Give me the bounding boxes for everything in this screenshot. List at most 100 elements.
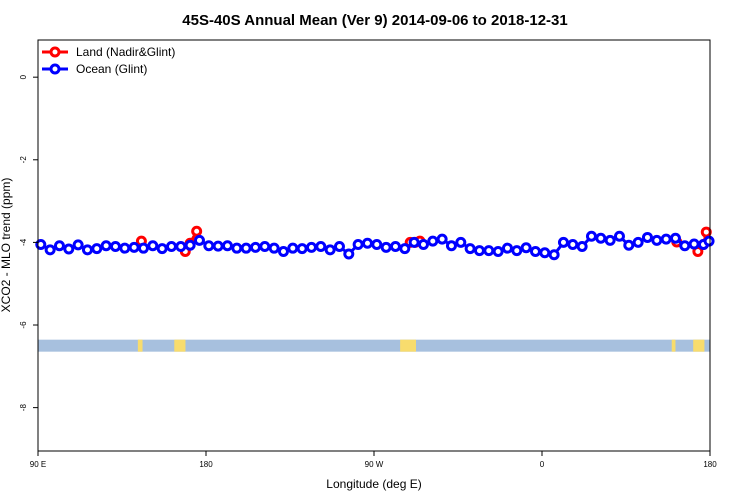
ocean-point (44, 244, 56, 256)
ocean-point (109, 241, 121, 253)
ocean-point (380, 241, 392, 253)
y-axis: 0 -2 -4 -6 -8 (19, 74, 38, 411)
land-point (191, 225, 203, 237)
ocean-point (333, 241, 345, 253)
legend-marker-land (49, 46, 61, 58)
x-axis: 90 E 180 90 W 0 180 (30, 451, 717, 469)
y-tick-label: 0 (19, 74, 28, 79)
x-tick-label: 0 (540, 460, 545, 469)
ocean-point (501, 242, 513, 254)
ocean-point (156, 243, 168, 255)
ocean-point (492, 245, 504, 257)
legend-label-ocean: Ocean (Glint) (76, 62, 147, 76)
ocean-point (128, 241, 140, 253)
x-tick-label: 90 W (365, 460, 384, 469)
ocean-point (679, 240, 691, 252)
ocean-point (240, 242, 252, 254)
ocean-point (417, 238, 429, 250)
ocean-point (576, 241, 588, 253)
ocean-point (249, 241, 261, 253)
legend-label-land: Land (Nadir&Glint) (76, 45, 175, 59)
ocean-point (100, 240, 112, 252)
ocean-point (539, 247, 551, 259)
ocean-band (38, 339, 710, 352)
ocean-point (445, 240, 457, 252)
ocean-point (427, 235, 439, 247)
ocean-point (268, 242, 280, 254)
ocean-point (53, 240, 65, 252)
ocean-point (147, 240, 159, 252)
legend: Land (Nadir&Glint) Ocean (Glint) (42, 45, 175, 76)
ocean-point (436, 233, 448, 245)
series-layer (35, 225, 715, 261)
x-axis-label: Longitude (deg E) (326, 477, 421, 491)
ocean-point (703, 235, 715, 247)
ocean-point (389, 241, 401, 253)
land-mask-band (38, 339, 710, 352)
ocean-point (548, 249, 560, 261)
ocean-point (81, 244, 93, 256)
ocean-point (371, 238, 383, 250)
ocean-point (688, 238, 700, 250)
ocean-point (63, 243, 75, 255)
ocean-point (137, 242, 149, 254)
ocean-point (119, 242, 131, 254)
land-patch (174, 339, 186, 352)
land-patch (671, 339, 676, 352)
ocean-point (324, 244, 336, 256)
ocean-point (632, 236, 644, 248)
ocean-point (315, 241, 327, 253)
ocean-point (567, 238, 579, 250)
ocean-point (623, 239, 635, 251)
ocean-point (203, 240, 215, 252)
ocean-point (408, 236, 420, 248)
ocean-point (212, 240, 224, 252)
land-patch (400, 339, 416, 352)
ocean-point (651, 234, 663, 246)
legend-marker-ocean (49, 63, 61, 75)
ocean-point (231, 242, 243, 254)
ocean-point (193, 234, 205, 246)
x-tick-label: 180 (199, 460, 213, 469)
ocean-point (35, 238, 47, 250)
ocean-point (277, 245, 289, 257)
ocean-point (72, 239, 84, 251)
ocean-point (595, 232, 607, 244)
ocean-point (669, 232, 681, 244)
x-tick-label: 90 E (30, 460, 46, 469)
ocean-point (343, 248, 355, 260)
y-tick-label: -8 (19, 404, 28, 412)
ocean-point (604, 234, 616, 246)
ocean-point (660, 233, 672, 245)
ocean-point (259, 241, 271, 253)
ocean-point (464, 243, 476, 255)
ocean-point (287, 242, 299, 254)
ocean-point (473, 245, 485, 257)
ocean-point (557, 236, 569, 248)
ocean-point (455, 236, 467, 248)
ocean-point (361, 237, 373, 249)
chart-title: 45S-40S Annual Mean (Ver 9) 2014-09-06 t… (182, 12, 567, 29)
ocean-point (296, 243, 308, 255)
land-patch (693, 339, 705, 352)
ocean-point (529, 245, 541, 257)
ocean-point (165, 241, 177, 253)
x-tick-label: 180 (703, 460, 717, 469)
ocean-point (483, 245, 495, 257)
y-tick-label: -4 (19, 238, 28, 246)
ocean-point (221, 240, 233, 252)
ocean-point (399, 243, 411, 255)
ocean-point (184, 239, 196, 251)
land-patch (137, 339, 143, 352)
ocean-point (352, 238, 364, 250)
ocean-point (511, 245, 523, 257)
ocean-point (613, 230, 625, 242)
ocean-point (305, 241, 317, 253)
y-axis-label: XCO2 - MLO trend (ppm) (0, 178, 13, 313)
ocean-point (520, 242, 532, 254)
y-tick-label: -2 (19, 156, 28, 164)
ocean-point (175, 241, 187, 253)
land-point (700, 226, 712, 238)
